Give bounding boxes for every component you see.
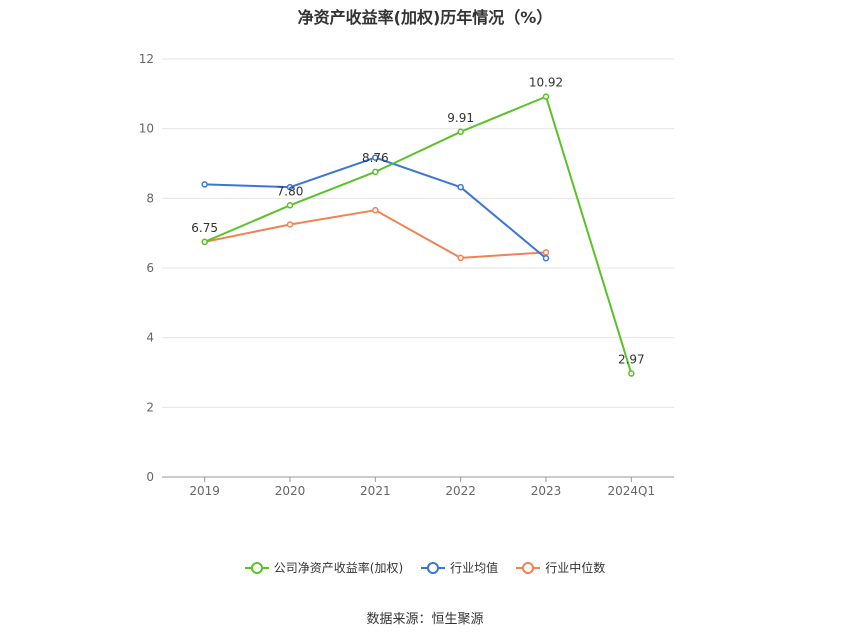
data-point [286, 221, 294, 228]
data-point [286, 202, 294, 209]
y-tick-label: 6 [146, 261, 154, 275]
legend-item[interactable]: 行业中位数 [516, 559, 605, 576]
y-tick-label: 4 [146, 331, 154, 345]
data-point [372, 154, 379, 161]
x-tick-label: 2023 [531, 484, 562, 498]
series-line [204, 209, 547, 259]
data-point [457, 254, 464, 262]
data-point [628, 370, 635, 377]
data-label: 6.75 [191, 221, 218, 235]
y-tick-label: 12 [139, 52, 154, 66]
y-tick-label: 8 [146, 191, 154, 205]
source-note: 数据来源：恒生聚源 [366, 612, 484, 627]
data-point [201, 238, 208, 246]
data-point [457, 183, 464, 191]
y-tick-label: 0 [146, 470, 154, 484]
data-point [201, 181, 208, 188]
data-labels: 6.75 7.80 8.76 9.91 10.92 2.97 [191, 76, 644, 367]
legend-item[interactable]: 行业均值 [421, 559, 498, 576]
legend-swatch-icon [421, 561, 446, 575]
x-tick-label: 2021 [360, 484, 391, 498]
data-label: 9.91 [447, 111, 474, 125]
data-label: 10.92 [529, 76, 563, 90]
legend-label: 行业均值 [450, 561, 499, 575]
x-tick-label: 2024Q1 [608, 484, 656, 498]
data-point [286, 183, 294, 191]
x-tick-label: 2020 [275, 484, 306, 498]
series-lines [201, 93, 635, 377]
data-label: 7.80 [277, 184, 304, 198]
data-point [457, 128, 464, 136]
legend-swatch-icon [516, 561, 541, 575]
axes: 0 2 4 6 8 10 12 2019 2020 2021 2022 2023 2024Q1 [139, 52, 674, 498]
legend-label: 行业中位数 [545, 561, 606, 575]
legend: 公司净资产收益率(加权) 行业均值 行业中位数 [0, 559, 850, 576]
y-tick-label: 2 [146, 400, 154, 414]
data-point [372, 206, 379, 214]
data-label: 8.76 [362, 151, 389, 165]
series-line [204, 95, 633, 374]
y-tick-label: 10 [139, 122, 154, 136]
x-tick-label: 2019 [189, 484, 220, 498]
grid-lines [162, 58, 674, 408]
data-point [542, 254, 550, 262]
x-tick-label: 2022 [445, 484, 476, 498]
data-point [372, 168, 379, 176]
data-point [542, 93, 550, 100]
legend-swatch-icon [244, 561, 269, 575]
legend-item[interactable]: 公司净资产收益率(加权) [244, 559, 404, 576]
chart-title: 净资产收益率(加权)历年情况（%） [297, 8, 553, 27]
data-label: 2.97 [618, 353, 645, 367]
legend-label: 公司净资产收益率(加权) [273, 561, 404, 575]
data-point [542, 249, 550, 256]
